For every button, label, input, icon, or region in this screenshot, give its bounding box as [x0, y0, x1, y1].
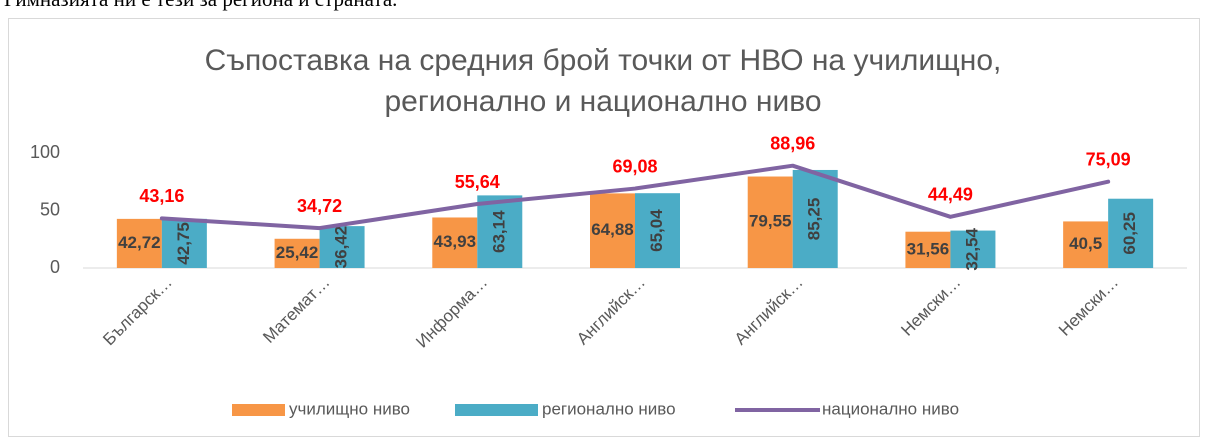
- bar: [1108, 198, 1154, 268]
- data-label: 63,14: [489, 210, 508, 253]
- bar: [432, 217, 478, 268]
- data-label: 34,72: [297, 196, 342, 216]
- data-label: 44,49: [928, 185, 973, 205]
- data-label: 69,08: [612, 156, 657, 176]
- bar: [792, 169, 838, 268]
- legend-key: [232, 404, 285, 416]
- data-label: 40,5: [1069, 234, 1102, 253]
- bar: [319, 226, 365, 268]
- bar: [161, 218, 207, 268]
- data-label: 36,42: [332, 226, 351, 269]
- legend-label: национално ниво: [822, 399, 959, 418]
- bar: [477, 195, 523, 268]
- y-tick-label: 50: [40, 199, 60, 219]
- bar: [635, 193, 680, 268]
- data-label: 43,93: [434, 232, 477, 251]
- y-tick-label: 100: [30, 142, 60, 162]
- document-text: Гимназията ни е тези за региона и страна…: [4, 0, 397, 11]
- data-label: 65,04: [647, 209, 666, 252]
- bar: [1063, 221, 1109, 268]
- bar: [116, 218, 162, 268]
- data-label: 60,25: [1120, 212, 1139, 255]
- data-label: 85,25: [805, 198, 824, 241]
- line: [159, 163, 1111, 231]
- data-label: 42,72: [118, 233, 161, 252]
- data-label: 79,55: [749, 212, 792, 231]
- data-label: 31,56: [907, 239, 950, 258]
- data-label: 25,42: [276, 243, 319, 262]
- bar: [274, 238, 320, 268]
- chart-title: Съпоставка на средния брой точки от НВО …: [205, 44, 1002, 118]
- data-label: 75,09: [1086, 149, 1131, 169]
- bar: [590, 193, 635, 268]
- bar: [950, 230, 996, 268]
- data-label: 32,54: [962, 227, 981, 270]
- y-tick-label: 0: [50, 257, 60, 277]
- data-label: 88,96: [770, 133, 815, 153]
- legend-label: училищно ниво: [289, 399, 410, 418]
- data-label: 64,88: [591, 220, 634, 239]
- data-label: 43,16: [139, 186, 184, 206]
- bar: [747, 176, 793, 268]
- legend-key: [455, 404, 538, 416]
- data-label: 55,64: [455, 172, 500, 192]
- chart-title-text: Съпоставка на средния брой точки от НВО …: [205, 44, 1002, 118]
- legend-label: регионално ниво: [542, 399, 676, 418]
- bar: [905, 231, 951, 268]
- data-label: 42,75: [174, 222, 193, 265]
